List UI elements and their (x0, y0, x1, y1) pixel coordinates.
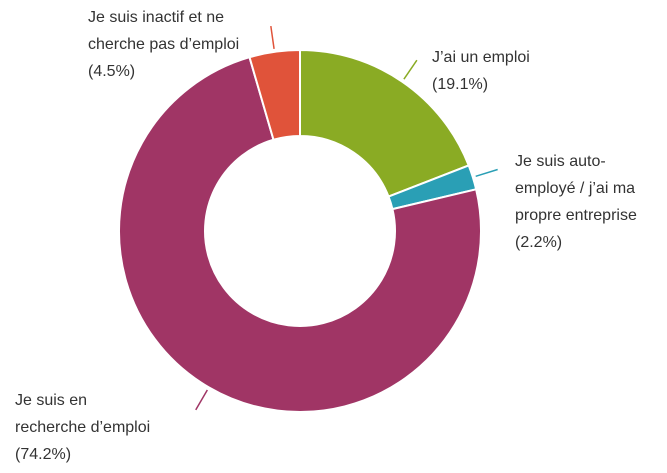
slice-value: (74.2%) (15, 446, 72, 463)
slice-name: J’ai un emploi (432, 49, 530, 66)
donut-slice (118, 55, 482, 413)
slice-label: Je suis auto-employé / j’ai ma propre en… (515, 148, 665, 256)
slice-label: Je suis en recherche d’emploi (74.2%) (15, 387, 160, 468)
slice-name: Je suis inactif et ne cherche pas d’empl… (88, 9, 240, 53)
slice-label: J’ai un emploi (19.1%) (432, 44, 572, 98)
slice-name: Je suis auto-employé / j’ai ma propre en… (515, 153, 637, 224)
leader-line (403, 59, 418, 80)
donut-slice (299, 48, 470, 198)
donut-slice (248, 48, 301, 142)
leader-line (475, 168, 498, 178)
slice-value: (4.5%) (88, 63, 136, 80)
leader-line (195, 389, 208, 411)
leader-line (270, 25, 275, 49)
slice-value: (19.1%) (432, 76, 489, 93)
slice-value: (2.2%) (515, 234, 563, 251)
slice-label: Je suis inactif et ne cherche pas d’empl… (88, 4, 246, 85)
slice-name: Je suis en recherche d’emploi (15, 392, 151, 436)
